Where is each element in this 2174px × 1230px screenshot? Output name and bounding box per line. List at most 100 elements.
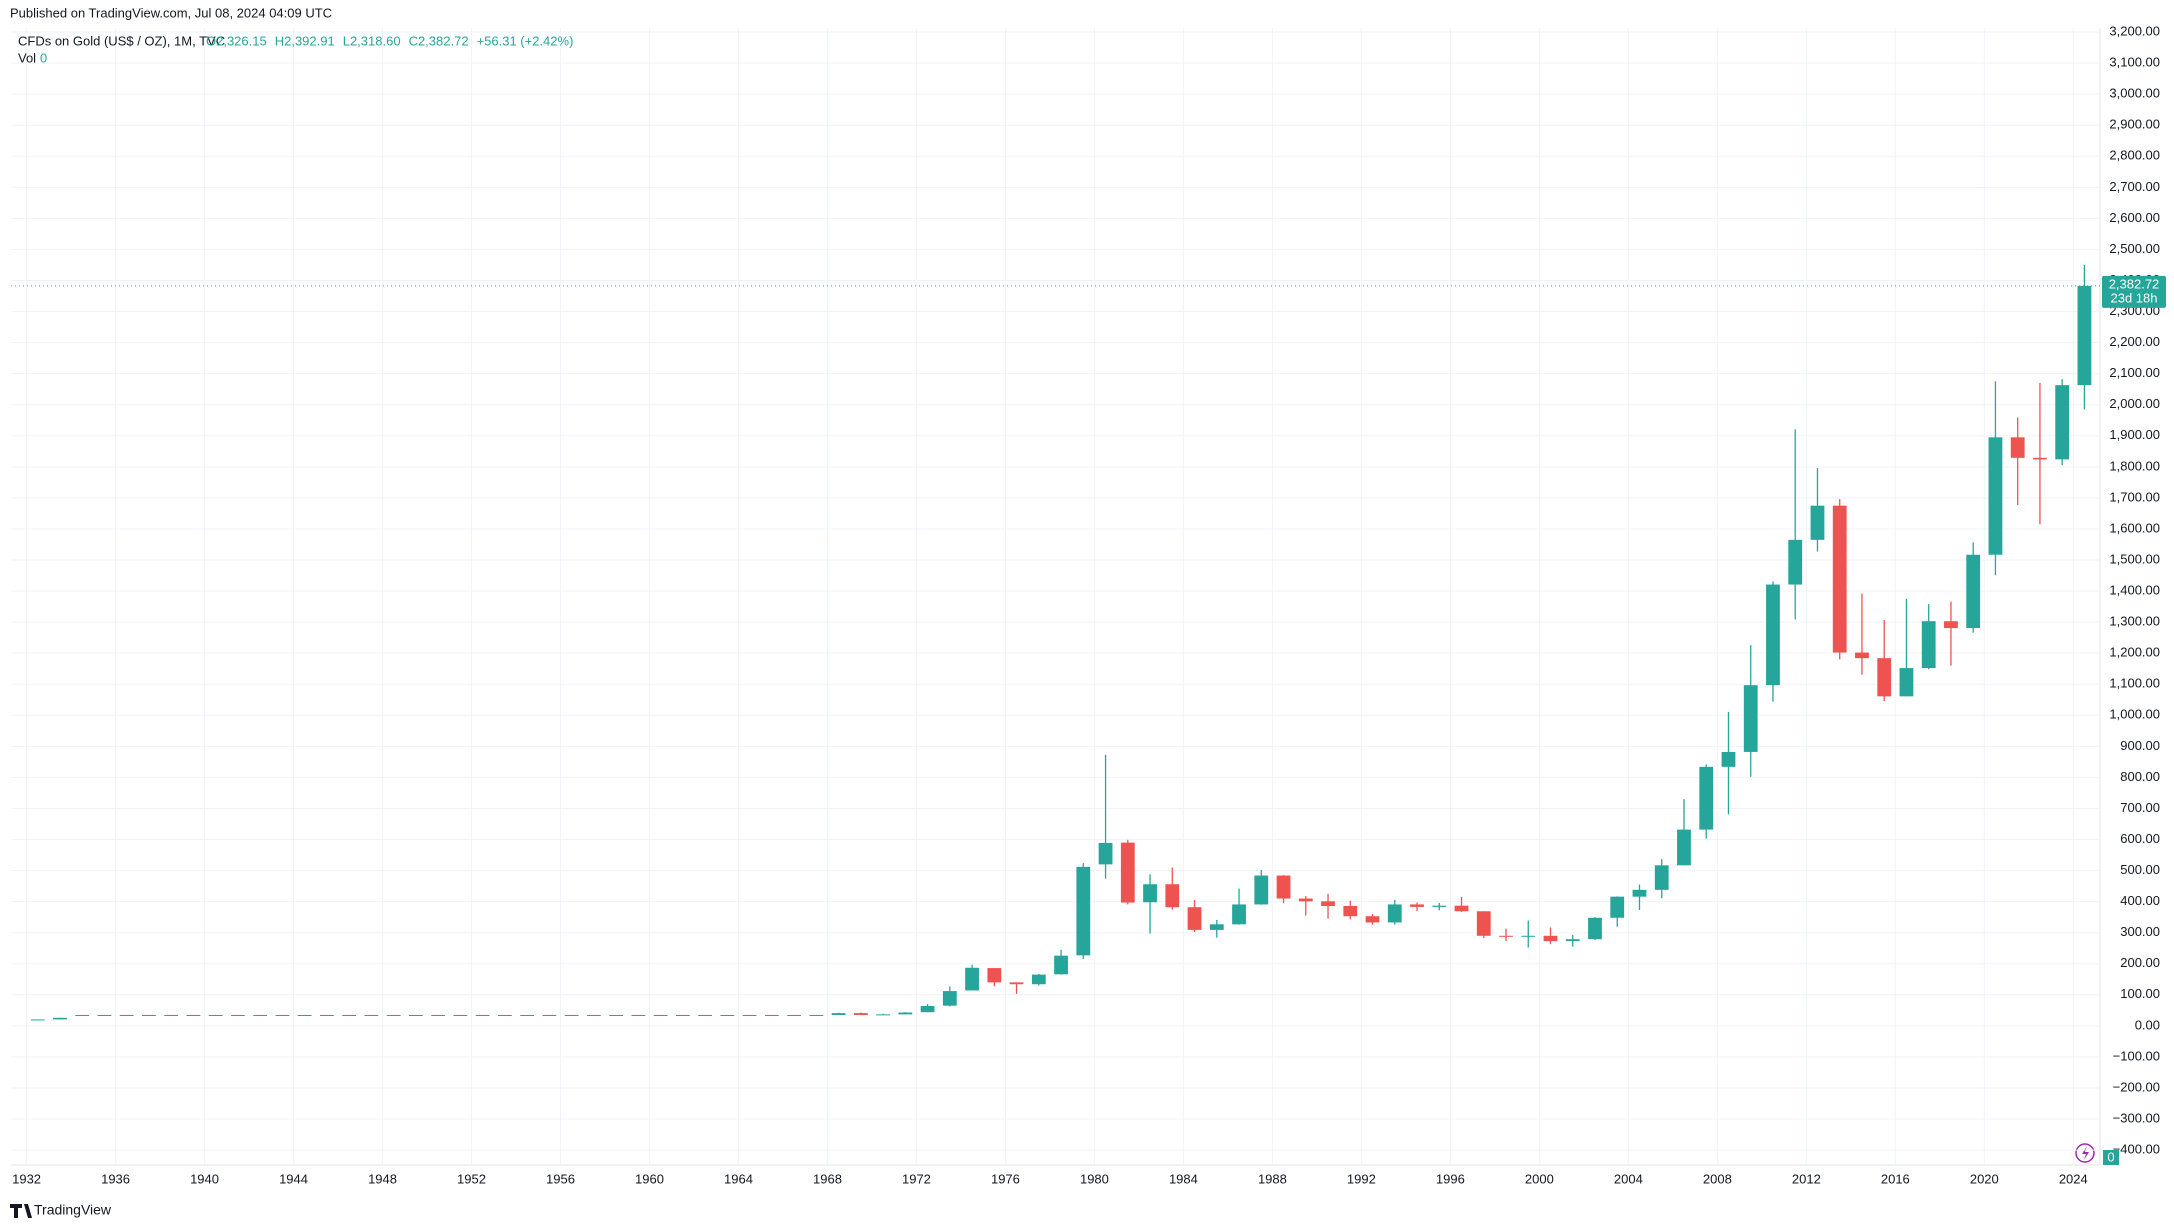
x-tick-label: 1984 — [1169, 1171, 1198, 1186]
candle-body — [1721, 751, 1736, 767]
y-tick-label: 500.00 — [2120, 862, 2160, 877]
candle — [453, 1014, 468, 1016]
candle-body — [1209, 924, 1224, 930]
candle-body — [1365, 916, 1380, 923]
candle-body — [1076, 866, 1091, 956]
candle — [320, 1014, 334, 1016]
candle-body — [965, 967, 979, 991]
alert-icon[interactable] — [2075, 1143, 2095, 1163]
candle — [809, 1014, 824, 1016]
candle-body — [1009, 982, 1024, 985]
y-tick-label: −100.00 — [2113, 1048, 2160, 1063]
y-tick-label: −400.00 — [2113, 1142, 2160, 1157]
candle-body — [253, 1014, 268, 1016]
candle-body — [1899, 668, 1914, 697]
y-tick-label: 1,600.00 — [2109, 520, 2160, 535]
candle — [119, 1014, 134, 1016]
candle-body — [53, 1017, 67, 1020]
candle-body — [1410, 904, 1424, 907]
y-tick-label: 1,900.00 — [2109, 427, 2160, 442]
candle-body — [475, 1014, 490, 1016]
candle-body — [2010, 437, 2025, 458]
candle-body — [1298, 898, 1313, 902]
candle — [497, 1014, 512, 1016]
candle-body — [1810, 505, 1825, 540]
candle — [275, 1014, 290, 1016]
candle — [742, 1014, 757, 1016]
candle — [564, 1014, 579, 1016]
candle — [2010, 417, 2025, 506]
y-tick-label: 2,100.00 — [2109, 365, 2160, 380]
y-tick-label: 1,800.00 — [2109, 458, 2160, 473]
footer-logo — [10, 1204, 32, 1218]
legend-value: O2,326.15 — [206, 33, 267, 48]
x-tick-label: 1968 — [813, 1171, 842, 1186]
candle-body — [1855, 652, 1869, 659]
candle — [1410, 902, 1424, 911]
candle — [1076, 863, 1091, 960]
candle-body — [1699, 766, 1714, 830]
candle-body — [497, 1014, 512, 1016]
y-tick-label: 1,700.00 — [2109, 489, 2160, 504]
candle-body — [1743, 685, 1758, 752]
x-tick-label: 1972 — [902, 1171, 931, 1186]
candle — [1743, 645, 1758, 777]
y-tick-label: 200.00 — [2120, 955, 2160, 970]
candle — [653, 1014, 668, 1016]
candle — [2033, 382, 2047, 525]
candle-body — [431, 1014, 446, 1016]
y-tick-label: 2,000.00 — [2109, 396, 2160, 411]
candle — [609, 1014, 624, 1016]
candle-body — [320, 1014, 334, 1016]
candle — [1877, 619, 1892, 702]
candle — [1298, 896, 1313, 916]
candle-body — [2033, 457, 2047, 460]
candle-body — [275, 1014, 290, 1016]
candle — [787, 1014, 801, 1016]
candle-body — [1476, 911, 1491, 936]
candle — [431, 1014, 446, 1016]
candle — [142, 1014, 156, 1016]
candle — [2077, 264, 2092, 410]
candle-body — [1677, 829, 1691, 866]
x-tick-label: 2012 — [1792, 1171, 1821, 1186]
candle — [1499, 928, 1513, 942]
x-tick-label: 2024 — [2059, 1171, 2088, 1186]
candle — [764, 1014, 779, 1016]
x-tick-label: 2020 — [1970, 1171, 1999, 1186]
candle-body — [853, 1013, 868, 1015]
candle-body — [809, 1014, 824, 1016]
x-tick-label: 1988 — [1258, 1171, 1287, 1186]
y-tick-label: 1,200.00 — [2109, 645, 2160, 660]
candle-body — [520, 1014, 535, 1016]
y-tick-label: 1,500.00 — [2109, 551, 2160, 566]
candle-body — [1031, 974, 1046, 985]
y-tick-label: −200.00 — [2113, 1079, 2160, 1094]
x-tick-label: 1940 — [190, 1171, 219, 1186]
candle — [1009, 982, 1024, 994]
candle-body — [164, 1014, 179, 1016]
candle-body — [653, 1014, 668, 1016]
candle-body — [787, 1014, 801, 1016]
candle — [1454, 896, 1469, 912]
candle — [1143, 874, 1157, 934]
candle — [1677, 799, 1691, 866]
candle-body — [542, 1014, 557, 1016]
candle-body — [1944, 621, 1958, 629]
candle-body — [1654, 865, 1669, 890]
candle-body — [1877, 658, 1892, 697]
candle — [386, 1014, 401, 1016]
candle-body — [1988, 437, 2003, 555]
candle-body — [586, 1014, 601, 1016]
candle-body — [898, 1012, 913, 1015]
candle — [853, 1012, 868, 1015]
candle-body — [1521, 935, 1536, 937]
candle — [1966, 542, 1981, 633]
candle-body — [1499, 935, 1513, 937]
candle — [1832, 499, 1847, 660]
candle — [1476, 911, 1491, 938]
candle — [475, 1014, 490, 1016]
x-tick-label: 1944 — [279, 1171, 308, 1186]
